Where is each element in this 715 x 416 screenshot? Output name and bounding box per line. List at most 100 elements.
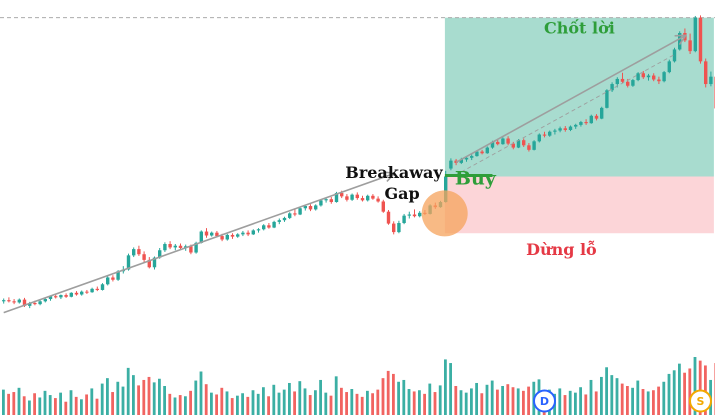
volume-bar [527, 386, 530, 415]
candle [132, 247, 136, 258]
candle [698, 15, 703, 64]
candle [38, 300, 42, 306]
volume-bar [163, 386, 166, 415]
candle [464, 156, 469, 162]
candle-body [480, 151, 484, 154]
candle-body [64, 295, 68, 297]
candle [589, 114, 593, 124]
candle [501, 137, 505, 145]
candle-body [496, 141, 500, 145]
candle-body [558, 128, 562, 131]
volume-bar [355, 393, 359, 415]
candle-body [548, 131, 552, 136]
candle [147, 257, 151, 269]
candle [173, 244, 177, 251]
candle-body [152, 257, 157, 268]
volume-bar [210, 392, 213, 415]
candle-body [636, 73, 640, 81]
candle [657, 76, 661, 85]
volume-bar [688, 368, 692, 415]
take-profit-label: Chốt lời [544, 19, 615, 38]
candle-body [626, 81, 630, 86]
candle [386, 209, 391, 225]
candle [532, 140, 536, 151]
candle-body [54, 296, 58, 298]
candle [392, 221, 396, 235]
candle-body [553, 130, 557, 132]
volume-bar [418, 390, 421, 415]
candle [74, 291, 79, 296]
volume-bar [272, 384, 276, 415]
candle-body [106, 277, 110, 285]
candle [470, 154, 474, 161]
candle [298, 207, 302, 216]
candle-body [204, 231, 209, 236]
volume-bar [12, 392, 16, 415]
breakaway-label-line1: Breakaway [345, 163, 443, 182]
candle [584, 119, 588, 125]
volume-bar [522, 390, 525, 415]
candle-body [178, 245, 183, 248]
split-marker-icon[interactable]: S [689, 389, 712, 413]
volume-bar [173, 397, 177, 415]
candle-body [256, 229, 261, 231]
volume-bar [428, 383, 432, 415]
candle [90, 287, 94, 293]
candle [693, 15, 697, 53]
volume-bar [626, 386, 629, 415]
volume-bar [54, 398, 57, 415]
breakaway-gap-highlight [421, 190, 468, 237]
candle [636, 72, 640, 82]
candle-body [168, 244, 172, 248]
candle-body [392, 223, 396, 233]
candle [600, 106, 604, 120]
candle-body [329, 199, 333, 203]
candle [142, 251, 146, 263]
candle-body [194, 242, 198, 253]
candle-body [522, 140, 526, 146]
volume-bar [397, 381, 400, 415]
volume-bar [641, 389, 645, 415]
candle [366, 194, 370, 202]
candle-body [215, 232, 219, 237]
candle [95, 286, 99, 292]
volume-bar [329, 395, 333, 415]
candle-body [69, 292, 73, 297]
stop-loss-label: Dừng lỗ [526, 240, 597, 259]
candle-body [667, 61, 671, 73]
dividend-marker-icon[interactable]: D [533, 389, 556, 413]
candle [397, 220, 401, 234]
candle [610, 82, 614, 92]
volume-bar [277, 392, 281, 415]
volume-bar [28, 400, 31, 415]
candle-body [158, 250, 162, 258]
candle-body [360, 198, 365, 201]
candle-body [490, 141, 495, 148]
candle [230, 233, 235, 239]
volume-bar [126, 367, 130, 415]
candle [620, 72, 625, 84]
candle-body [464, 157, 469, 160]
candle-body [142, 254, 146, 260]
candle-body [116, 271, 120, 280]
candle [277, 218, 281, 225]
candle [178, 243, 183, 250]
volume-bar [662, 381, 666, 415]
candle [568, 125, 573, 132]
volume-bar [620, 383, 624, 415]
volume-bar [485, 384, 489, 415]
volume-bar [184, 396, 187, 415]
candle [329, 196, 333, 204]
candle [652, 73, 656, 82]
volume-bar [236, 395, 239, 415]
candle-body [516, 140, 521, 148]
volume-bar [646, 391, 650, 415]
candle [641, 70, 645, 79]
candle-body [236, 234, 240, 237]
candle-body [620, 78, 625, 82]
volume-bar [59, 392, 62, 415]
candle [371, 194, 375, 200]
candle-body [594, 115, 599, 119]
candle-body [7, 300, 11, 302]
volume-bar [262, 387, 265, 415]
